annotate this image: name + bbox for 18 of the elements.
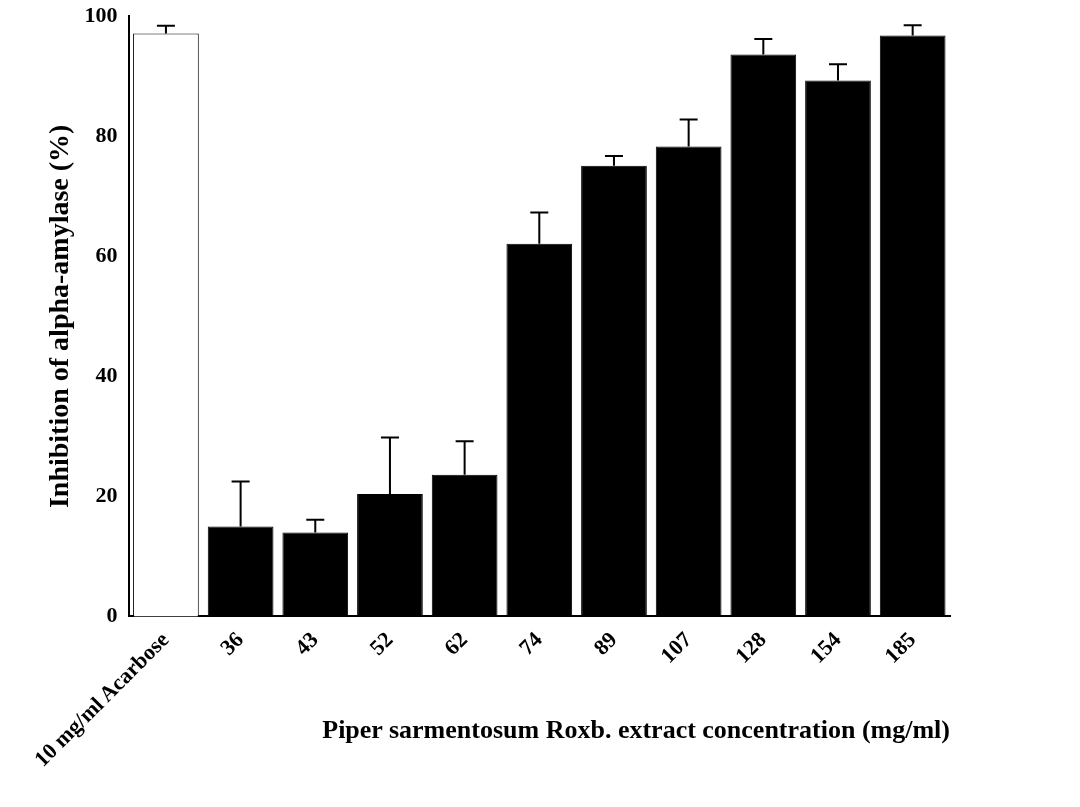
- x-tick-label: 36: [214, 626, 249, 660]
- x-tick-label: 154: [804, 626, 846, 668]
- x-tick-label: 107: [655, 626, 697, 668]
- x-axis-title: Piper sarmentosum Roxb. extract concentration (mg/ml): [322, 715, 950, 745]
- y-tick-label: 100: [84, 1, 118, 27]
- y-tick-label: 20: [95, 482, 118, 508]
- x-tick-label: 74: [513, 626, 547, 660]
- x-tick-label: 43: [289, 626, 323, 660]
- y-tick-label: 60: [95, 241, 118, 267]
- y-axis-title: Inhibition of alpha-amylase (%): [43, 124, 75, 509]
- y-tick-label: 0: [106, 602, 118, 628]
- x-tick-label: 89: [588, 626, 622, 660]
- x-tick-label: 52: [364, 626, 398, 660]
- x-tick-label: 185: [879, 626, 921, 668]
- y-tick-label: 80: [95, 121, 118, 147]
- y-tick-label: 40: [95, 362, 118, 388]
- x-tick-label: 128: [729, 626, 771, 668]
- x-tick-label: 62: [438, 626, 473, 660]
